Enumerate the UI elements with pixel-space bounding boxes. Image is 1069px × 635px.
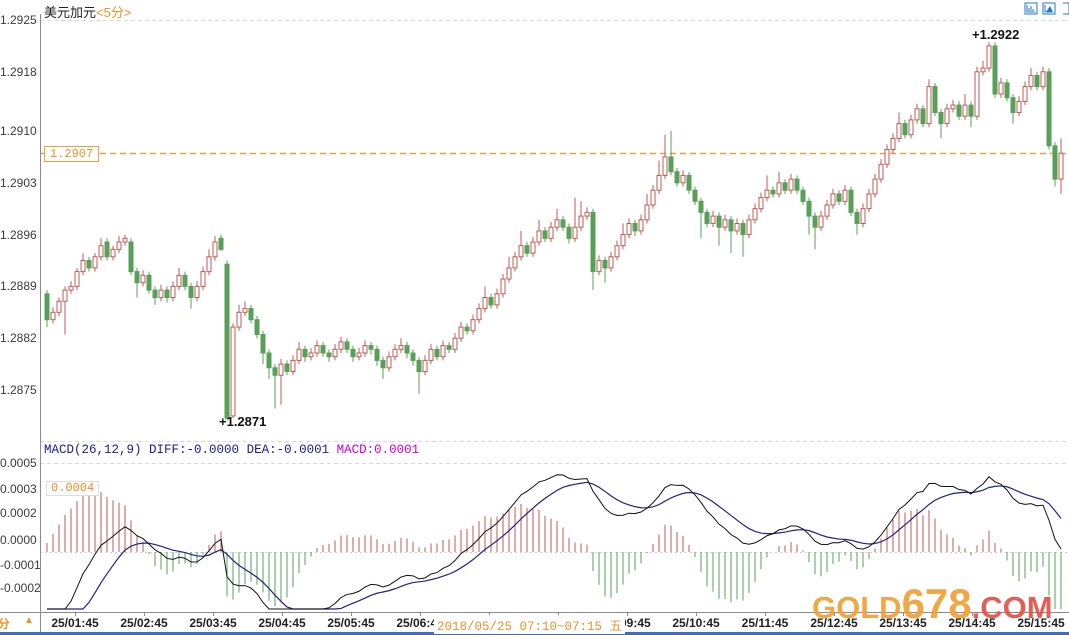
day-low-annotation: +1.2871 xyxy=(219,414,267,429)
x-tick: 25/01:45 xyxy=(51,616,99,630)
macd-max-badge: 0.0004 xyxy=(46,481,100,496)
y-tick: 1.2910 xyxy=(0,124,37,138)
macd-diff-value: DIFF:-0.0000 xyxy=(149,443,247,457)
y-tick: 1.2875 xyxy=(0,383,37,397)
macd-y-tick: 0.0000 xyxy=(0,533,37,547)
macd-dea-value: DEA:-0.0001 xyxy=(246,443,337,457)
watermark-gold: GOLD xyxy=(812,590,902,625)
area-chart-icon[interactable] xyxy=(1042,2,1056,15)
watermark-com: .COM xyxy=(971,590,1053,625)
watermark-logo: GOLD678.COM xyxy=(812,580,1053,628)
chart-toolbar xyxy=(1024,2,1069,20)
y-tick: 1.2903 xyxy=(0,176,37,190)
y-tick: 1.2925 xyxy=(0,13,37,27)
x-tick: 25/05:45 xyxy=(327,616,375,630)
macd-formula: MACD(26,12,9) xyxy=(44,443,150,457)
period-label: 5分 xyxy=(0,617,10,631)
y-tick: 1.2896 xyxy=(0,228,37,242)
x-tick: 25/12:45 xyxy=(810,616,858,630)
kline-chart-icon[interactable] xyxy=(1024,2,1038,15)
x-tick: 25/03:45 xyxy=(189,616,237,630)
x-tick: 25/13:45 xyxy=(879,616,927,630)
x-tick: 25/15:45 xyxy=(1017,616,1065,630)
x-tick: 25/04:45 xyxy=(258,616,306,630)
day-high-annotation: +1.2922 xyxy=(972,27,1020,42)
x-tick: 25/14:45 xyxy=(948,616,996,630)
macd-y-tick: 0.0003 xyxy=(0,482,37,496)
y-tick: 1.2918 xyxy=(0,65,37,79)
macd-y-tick: 0.0005 xyxy=(0,456,37,470)
x-tick: 25/10:45 xyxy=(672,616,720,630)
macd-y-tick: 0.0002 xyxy=(0,506,37,520)
x-tick: 25/11:45 xyxy=(741,616,789,630)
instrument-name: 美元加元 xyxy=(44,5,97,20)
export-icon[interactable] xyxy=(1061,2,1069,15)
x-tick: 25/02:45 xyxy=(120,616,168,630)
period-up-arrow-icon[interactable]: ▲ xyxy=(24,615,34,626)
macd-y-tick: -0.0002 xyxy=(0,581,41,595)
chart-title: 美元加元<5分> xyxy=(44,2,131,22)
x-tick: 25/06:45 xyxy=(396,616,444,630)
y-tick: 1.2882 xyxy=(0,331,37,345)
watermark-678: 678 xyxy=(901,580,972,627)
macd-header: MACD(26,12,9) DIFF:-0.0000 DEA:-0.0001 M… xyxy=(44,443,419,457)
macd-macd-value: MACD:0.0001 xyxy=(336,443,420,457)
period-tag: <5分> xyxy=(96,5,132,20)
macd-y-tick: -0.0001 xyxy=(0,558,41,572)
hovered-bar-datetime: 2018/05/25 07:10~07:15 五 xyxy=(434,615,626,634)
y-tick: 1.2889 xyxy=(0,279,37,293)
last-price-badge: 1.2907 xyxy=(44,146,100,162)
period-cell[interactable]: 5分 ▲ xyxy=(0,613,39,632)
